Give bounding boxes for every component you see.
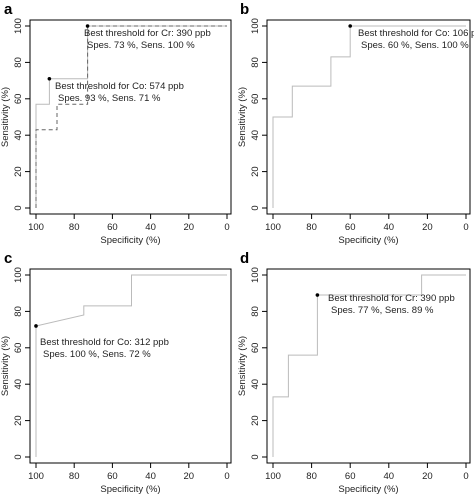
y-tick-label: 40	[13, 379, 24, 390]
x-axis-label: Specificity (%)	[100, 235, 160, 246]
threshold-annotation-line2: Spes. 60 %, Sens. 100 %	[361, 40, 469, 51]
y-tick-label: 0	[13, 205, 24, 210]
y-tick-label: 20	[13, 415, 24, 426]
y-tick-label: 80	[250, 57, 261, 68]
threshold-annotation-line1: Best threshold for Co: 312 ppb	[40, 337, 169, 348]
x-tick-label: 100	[28, 222, 44, 233]
x-tick-label: 40	[145, 222, 156, 233]
x-axis-label: Specificity (%)	[100, 484, 160, 495]
x-tick-label: 100	[265, 471, 281, 482]
y-tick-label: 20	[250, 166, 261, 177]
x-tick-label: 80	[69, 471, 80, 482]
x-tick-label: 80	[69, 222, 80, 233]
x-axis-label: Specificity (%)	[338, 235, 398, 246]
roc-curve	[35, 25, 227, 208]
y-tick-label: 80	[13, 306, 24, 317]
threshold-annotation-line1: Best threshold for Co: 574 ppb	[55, 81, 184, 92]
plot-frame	[29, 19, 232, 215]
x-tick-label: 20	[184, 222, 195, 233]
y-tick-label: 40	[13, 130, 24, 141]
y-tick-label: 0	[250, 454, 261, 459]
plot-frame	[266, 19, 471, 215]
x-tick-label: 40	[145, 471, 156, 482]
y-tick-label: 60	[250, 94, 261, 105]
panel-label: b	[240, 1, 249, 18]
threshold-annotation-line2: Spes. 73 %, Sens. 100 %	[87, 40, 195, 51]
y-tick-label: 80	[250, 306, 261, 317]
y-tick-label: 40	[250, 379, 261, 390]
threshold-annotation-line2: Spes. 100 %, Sens. 72 %	[43, 349, 151, 360]
panel-label: a	[4, 1, 13, 18]
x-tick-label: 20	[422, 471, 433, 482]
x-tick-label: 20	[184, 471, 195, 482]
x-tick-label: 40	[384, 222, 395, 233]
threshold-point	[348, 24, 353, 28]
y-tick-label: 100	[13, 267, 24, 283]
threshold-annotation-line1: Best threshold for Cr: 390 ppb	[328, 293, 455, 304]
threshold-annotation-line1: Best threshold for Cr: 390 ppb	[84, 28, 211, 39]
x-tick-label: 0	[224, 471, 229, 482]
x-tick-label: 0	[463, 222, 468, 233]
x-tick-label: 20	[422, 222, 433, 233]
panel-label: d	[240, 250, 249, 267]
y-tick-label: 20	[250, 415, 261, 426]
y-tick-label: 0	[13, 454, 24, 459]
x-tick-label: 60	[107, 222, 118, 233]
y-tick-label: 60	[13, 343, 24, 354]
x-tick-label: 0	[224, 222, 229, 233]
roc-curve	[272, 25, 466, 208]
y-tick-label: 100	[13, 18, 24, 34]
y-tick-label: 40	[250, 130, 261, 141]
roc-curve	[272, 274, 466, 457]
y-tick-label: 20	[13, 166, 24, 177]
y-tick-label: 100	[250, 267, 261, 283]
y-tick-label: 60	[13, 94, 24, 105]
threshold-point	[315, 293, 320, 297]
panel-label: c	[4, 250, 12, 267]
roc-curve-dashed	[35, 25, 227, 208]
x-tick-label: 40	[384, 471, 395, 482]
threshold-annotation-line2: Spes. 93 %, Sens. 71 %	[58, 93, 161, 104]
x-tick-label: 0	[463, 471, 468, 482]
x-tick-label: 80	[306, 222, 317, 233]
x-tick-label: 100	[28, 471, 44, 482]
threshold-point	[34, 324, 38, 328]
y-axis-label: Sensitivity (%)	[237, 87, 248, 147]
x-tick-label: 60	[107, 471, 118, 482]
y-tick-label: 100	[250, 18, 261, 34]
threshold-annotation-line1: Best threshold for Co: 106 ppb	[358, 28, 474, 39]
threshold-annotation-line2: Spes. 77 %, Sens. 89 %	[331, 305, 434, 316]
x-tick-label: 100	[265, 222, 281, 233]
roc-curve	[35, 274, 227, 457]
x-axis-label: Specificity (%)	[338, 484, 398, 495]
y-axis-label: Sensitivity (%)	[237, 336, 248, 396]
x-tick-label: 60	[345, 471, 356, 482]
y-tick-label: 60	[250, 343, 261, 354]
y-axis-label: Sensitivity (%)	[0, 336, 11, 396]
x-tick-label: 80	[306, 471, 317, 482]
x-tick-label: 60	[345, 222, 356, 233]
plot-frame	[266, 268, 471, 464]
threshold-point	[85, 24, 90, 28]
y-tick-label: 80	[13, 57, 24, 68]
plot-frame	[29, 268, 232, 464]
y-axis-label: Sensitivity (%)	[0, 87, 11, 147]
y-tick-label: 0	[250, 205, 261, 210]
threshold-point	[47, 76, 52, 81]
